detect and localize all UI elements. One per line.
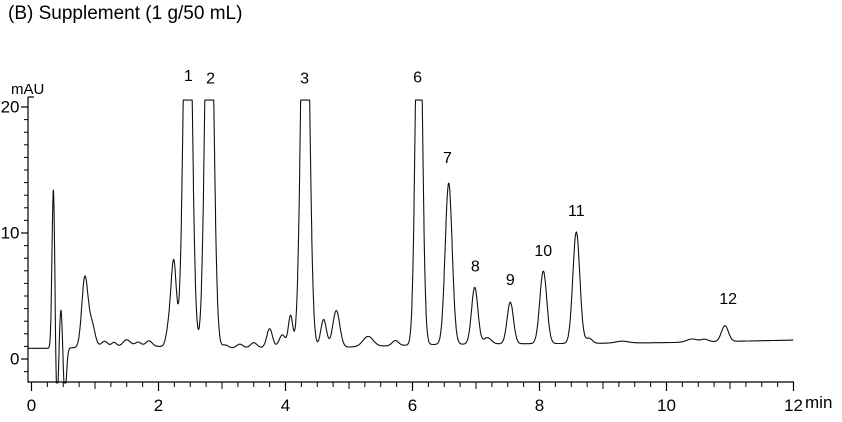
peak-label-1: 1 (184, 68, 193, 85)
x-tick-label: 2 (154, 396, 163, 415)
peak-label-7: 7 (443, 150, 452, 167)
x-tick-label: 12 (784, 396, 803, 415)
peak-label-10: 10 (534, 243, 552, 260)
chromatogram-trace (27, 99, 794, 384)
peak-label-12: 12 (719, 291, 737, 308)
peak-label-6: 6 (413, 69, 422, 86)
peak-label-9: 9 (506, 272, 515, 289)
x-tick-label: 0 (27, 396, 36, 415)
y-tick-label: 0 (10, 350, 19, 369)
x-tick-label: 4 (281, 396, 290, 415)
x-tick-label: 8 (535, 396, 544, 415)
x-axis-unit-label: min (805, 393, 833, 412)
y-tick-label: 10 (1, 224, 20, 243)
y-axis-unit-label: mAU (11, 81, 45, 98)
peak-label-8: 8 (471, 258, 480, 275)
y-tick-label: 20 (1, 98, 20, 117)
peak-label-2: 2 (206, 71, 215, 88)
x-tick-label: 6 (408, 396, 417, 415)
figure-title: (B) Supplement (1 g/50 mL) (8, 3, 243, 24)
x-tick-label: 10 (657, 396, 676, 415)
peak-label-11: 11 (568, 203, 585, 220)
peak-label-3: 3 (300, 71, 309, 88)
